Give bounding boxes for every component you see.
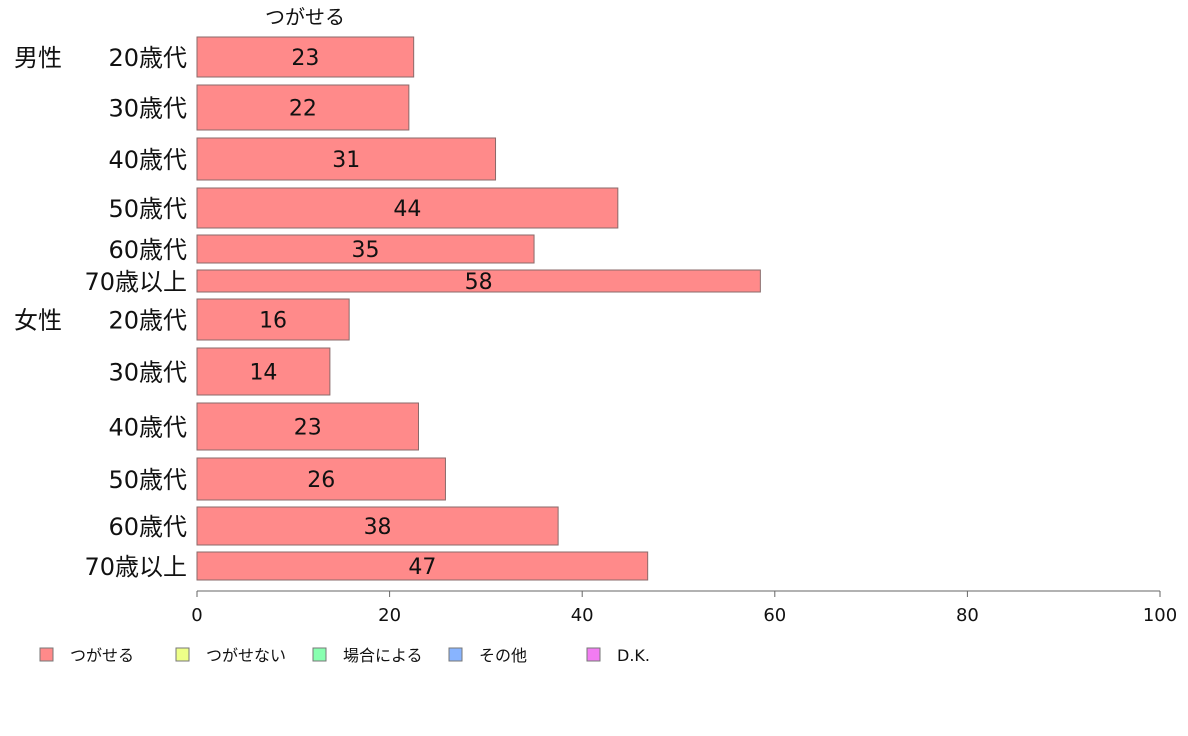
- x-tick-label: 0: [191, 605, 202, 626]
- bar: [196, 506, 559, 546]
- data-label: 16: [259, 309, 287, 334]
- category-label: 50歳代: [108, 195, 187, 223]
- legend-swatch: [39, 647, 54, 662]
- category-label: 40歳代: [108, 414, 187, 442]
- x-axis: 0 20 40 60 80 100: [191, 590, 1177, 626]
- legend-swatch: [448, 647, 463, 662]
- data-label: 35: [352, 238, 380, 263]
- category-label: 20歳代: [108, 44, 187, 72]
- legend-swatch: [175, 647, 190, 662]
- bar: [196, 551, 649, 581]
- category-label: 20歳代: [108, 307, 187, 335]
- bar: [196, 137, 497, 181]
- group-label: 男性: [14, 44, 62, 72]
- data-label: 22: [289, 97, 317, 122]
- data-label: 31: [332, 148, 360, 173]
- labels-layer: つがせる 23 20歳代 男性 22 30歳代 31 40歳代 44 50歳代 35 60歳代 58 70…: [14, 5, 493, 581]
- category-label: 50歳代: [108, 466, 187, 494]
- bar: [196, 84, 410, 131]
- category-label: 60歳代: [108, 236, 187, 264]
- x-tick-label: 40: [571, 605, 594, 626]
- bar: [196, 36, 415, 78]
- category-label: 30歳代: [108, 359, 187, 387]
- bar: [196, 402, 419, 451]
- data-label: 47: [408, 555, 436, 580]
- bar: [196, 298, 350, 341]
- data-label: 23: [291, 46, 319, 71]
- category-label: 70歳以上: [84, 553, 187, 581]
- legend-label: その他: [479, 646, 527, 665]
- legend-swatch: [312, 647, 327, 662]
- bar: [196, 347, 331, 396]
- data-label: 44: [393, 197, 421, 222]
- data-label: 26: [307, 468, 335, 493]
- bar: [196, 234, 535, 264]
- column-header: つがせる: [265, 5, 345, 29]
- data-label: 58: [465, 270, 493, 295]
- x-tick-label: 60: [763, 605, 786, 626]
- x-tick-label: 20: [378, 605, 401, 626]
- bar: [196, 187, 619, 229]
- bar: [196, 457, 446, 501]
- legend-label: 場合による: [343, 646, 423, 665]
- x-tick-label: 100: [1143, 605, 1177, 626]
- legend-label: つがせない: [206, 646, 286, 665]
- legend: つがせる つがせない 場合による その他 D.K.: [39, 646, 650, 665]
- data-label: 14: [249, 361, 277, 386]
- legend-swatch: [586, 647, 601, 662]
- legend-label: D.K.: [617, 646, 650, 665]
- category-label: 70歳以上: [84, 268, 187, 296]
- group-label: 女性: [14, 307, 62, 335]
- category-label: 30歳代: [108, 95, 187, 123]
- data-label: 23: [294, 416, 322, 441]
- bar: [196, 269, 761, 293]
- category-label: 40歳代: [108, 146, 187, 174]
- legend-label: つがせる: [70, 646, 134, 665]
- category-label: 60歳代: [108, 513, 187, 541]
- data-label: 38: [364, 515, 392, 540]
- bars-layer: [196, 36, 761, 581]
- x-tick-label: 80: [956, 605, 979, 626]
